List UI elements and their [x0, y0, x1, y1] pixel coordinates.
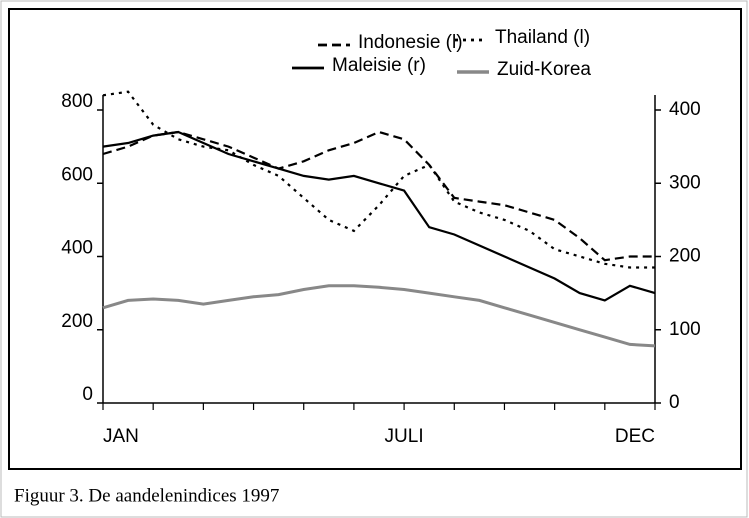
y2-tick-label: 400 [669, 99, 701, 120]
legend-label: Zuid-Korea [497, 59, 591, 80]
series-line [102, 284, 656, 348]
y-tick-label: 0 [82, 384, 93, 405]
chart-frame [8, 8, 742, 470]
x-tick-label: DEC [615, 426, 655, 447]
x-tick-label: JULI [385, 426, 424, 447]
series-line [102, 90, 655, 269]
caption: Figuur 3. De aandelenindices 1997 [14, 485, 279, 506]
y2-tick-label: 300 [669, 172, 701, 193]
x-tick-label: JAN [103, 426, 139, 447]
y-tick-label: 600 [61, 164, 93, 185]
y2-tick-label: 0 [669, 392, 680, 413]
y2-tick-label: 200 [669, 246, 701, 267]
y-tick-label: 200 [61, 311, 93, 332]
legend-label: Thailand (l) [495, 27, 590, 48]
legend-label: Maleisie (r) [332, 55, 426, 76]
y2-tick-label: 100 [669, 319, 701, 340]
y-tick-label: 400 [61, 238, 93, 259]
series-line [102, 130, 656, 302]
y-tick-label: 800 [61, 91, 93, 112]
series-line [102, 130, 655, 262]
legend-label: Indonesie (l) [358, 32, 463, 53]
